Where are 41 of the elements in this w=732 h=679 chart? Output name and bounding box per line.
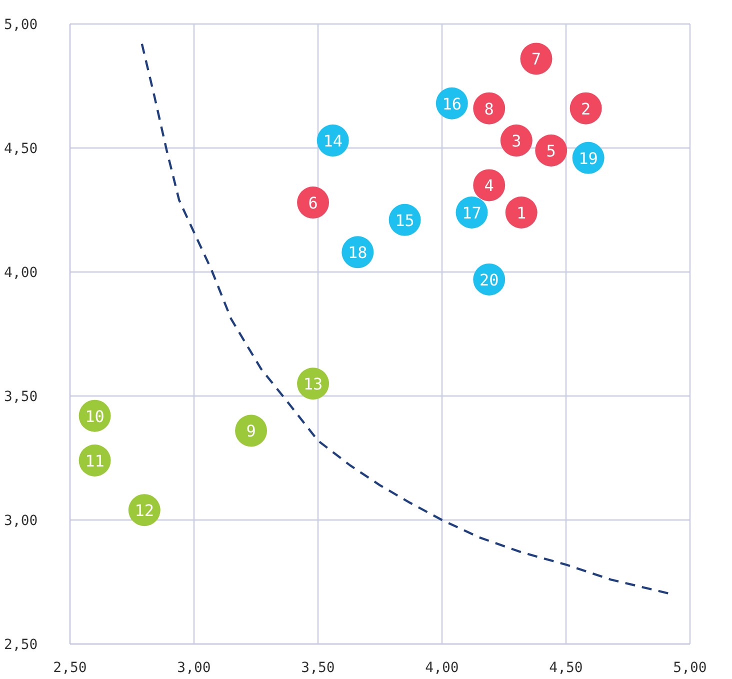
annotation: 6 (308, 194, 318, 213)
x-tick-label: 3,50 (301, 660, 335, 676)
annotation: 15 (395, 210, 414, 230)
point (473, 169, 506, 202)
point (520, 42, 552, 75)
x-tick-label: 2,50 (53, 660, 87, 676)
y-tick-label: 3,00 (4, 513, 38, 529)
annotation: 5 (546, 141, 556, 160)
y-tick-label: 5,00 (4, 17, 38, 33)
point (535, 134, 568, 166)
annotation: 8 (484, 99, 494, 118)
annotation: 4 (484, 176, 494, 196)
x-tick-label: 5,00 (673, 660, 707, 676)
y-tick-label: 4,50 (4, 141, 38, 157)
y-tick-label: 4,00 (4, 265, 38, 281)
x-tick-label: 4,00 (425, 660, 459, 676)
annotation: 16 (442, 94, 462, 114)
x-tick-label: 3,00 (177, 660, 211, 676)
point (297, 186, 330, 219)
x-tick-label: 4,50 (549, 660, 583, 676)
y-tick-label: 3,50 (4, 389, 38, 405)
annotation: 19 (578, 148, 598, 168)
annotation: 17 (462, 203, 482, 222)
annotation: 18 (348, 243, 368, 262)
point (235, 414, 268, 447)
y-tick-label: 2,50 (4, 637, 38, 653)
point (473, 92, 506, 124)
annotation: 10 (85, 406, 104, 426)
annotation: 20 (479, 270, 499, 290)
annotation: 2 (581, 99, 591, 118)
annotation: 13 (303, 374, 323, 394)
annotation: 3 (512, 132, 522, 151)
point (570, 92, 602, 124)
annotation: 7 (531, 50, 542, 69)
annotation: 12 (134, 501, 154, 520)
annotation: 11 (85, 451, 104, 470)
point (505, 196, 538, 228)
annotation: 9 (246, 422, 256, 441)
annotation: 14 (323, 132, 343, 151)
annotation: 1 (516, 203, 526, 222)
point (500, 124, 532, 157)
